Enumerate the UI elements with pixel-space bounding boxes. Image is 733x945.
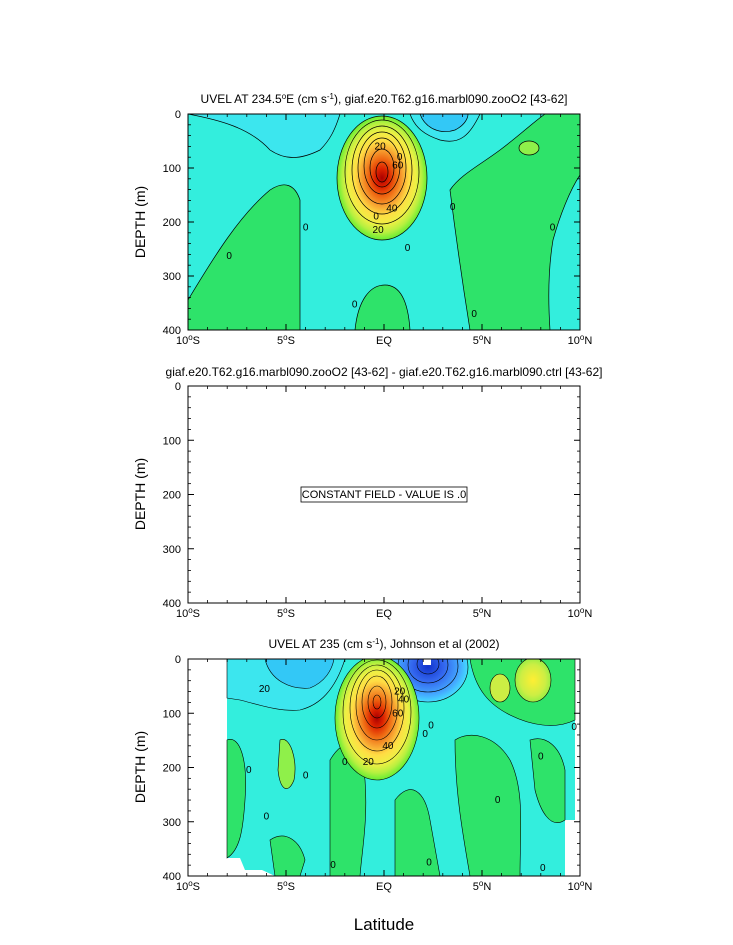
y-tick-label: 0	[175, 381, 181, 393]
contour-label: 0	[303, 222, 309, 233]
x-tick-label: 5oS	[277, 879, 295, 893]
panel-2-axes: 10oS 5oS EQ 5oN 10oN 0 100 200 300 400	[163, 381, 593, 620]
panel-3: UVEL AT 235 (cm s-1), Johnson et al (200…	[132, 637, 593, 934]
x-tick-label: 10oN	[568, 606, 593, 620]
panel-3-title: UVEL AT 235 (cm s-1), Johnson et al (200…	[268, 637, 499, 651]
x-tick-label: EQ	[376, 608, 392, 620]
panel-2-ylabel: DEPTH (m)	[132, 458, 148, 530]
contour-label: 0	[422, 729, 428, 740]
panel-3-ylabel: DEPTH (m)	[132, 731, 148, 803]
panel-3-field	[188, 659, 580, 876]
contour-label: 0	[450, 202, 456, 213]
x-tick-label: 10oN	[568, 879, 593, 893]
contour-label: 60	[392, 708, 404, 719]
x-tick-label: 10oS	[176, 333, 200, 347]
y-tick-label: 0	[175, 654, 181, 666]
y-tick-label: 300	[163, 817, 181, 829]
y-tick-label: 300	[163, 271, 181, 283]
x-tick-label: EQ	[376, 335, 392, 347]
panel-1: UVEL AT 234.5oE (cm s-1), giaf.e20.T62.g…	[132, 92, 592, 347]
panel-1-field	[188, 114, 580, 330]
contour-label: 20	[259, 684, 271, 695]
x-tick-label: 10oS	[176, 606, 200, 620]
contour-label: 0	[264, 811, 270, 822]
x-tick-label: 10oN	[568, 333, 593, 347]
contour-label: 0	[540, 863, 546, 874]
x-tick-label: EQ	[376, 881, 392, 893]
contour-label: 0	[571, 722, 577, 733]
x-tick-label: 5oS	[277, 333, 295, 347]
y-tick-label: 100	[163, 435, 181, 447]
contour-label: 20	[373, 225, 385, 236]
x-tick-label: 5oN	[473, 606, 492, 620]
panel-2-title: giaf.e20.T62.g16.marbl090.zooO2 [43-62] …	[166, 365, 603, 379]
contour-label: 0	[352, 300, 358, 311]
contour-label: 0	[495, 795, 501, 806]
contour-label: 20	[363, 757, 375, 768]
contour-label: 0	[405, 243, 411, 254]
x-tick-label: 5oN	[473, 333, 492, 347]
constant-field-text: CONSTANT FIELD - VALUE IS .0	[302, 489, 466, 501]
panel-2: giaf.e20.T62.g16.marbl090.zooO2 [43-62] …	[132, 365, 602, 620]
contour-label: 0	[426, 857, 432, 868]
contour-label: 40	[386, 204, 398, 215]
contour-label: 0	[550, 222, 556, 233]
contour-label: 0	[397, 152, 403, 163]
contour-label: 0	[330, 860, 336, 871]
y-tick-label: 100	[163, 163, 181, 175]
contour-label: 0	[342, 757, 348, 768]
panel-1-ylabel: DEPTH (m)	[132, 186, 148, 258]
y-tick-label: 0	[175, 109, 181, 121]
x-tick-label: 10oS	[176, 879, 200, 893]
y-tick-label: 100	[163, 708, 181, 720]
contour-label: 0	[471, 309, 477, 320]
contour-label: 0	[428, 721, 434, 732]
y-tick-label: 400	[163, 325, 181, 337]
contour-label: 0	[303, 771, 309, 782]
contour-label: 0	[373, 212, 379, 223]
contour-label: 40	[398, 695, 410, 706]
contour-label: 40	[382, 741, 394, 752]
x-tick-label: 5oN	[473, 879, 492, 893]
x-tick-label: 5oS	[277, 606, 295, 620]
y-tick-label: 200	[163, 763, 181, 775]
contour-label: 20	[394, 687, 406, 698]
y-tick-label: 400	[163, 871, 181, 883]
y-tick-label: 400	[163, 598, 181, 610]
contour-label: 0	[246, 765, 252, 776]
contour-label: 20	[375, 141, 387, 152]
contour-label: 0	[538, 752, 544, 763]
contour-label: 60	[392, 160, 404, 171]
contour-label: 0	[226, 251, 232, 262]
panel-1-title: UVEL AT 234.5oE (cm s-1), giaf.e20.T62.g…	[201, 92, 568, 106]
panel-3-xlabel: Latitude	[354, 915, 415, 934]
y-tick-label: 200	[163, 490, 181, 502]
y-tick-label: 300	[163, 544, 181, 556]
y-tick-label: 200	[163, 217, 181, 229]
constant-field-box	[300, 486, 468, 503]
